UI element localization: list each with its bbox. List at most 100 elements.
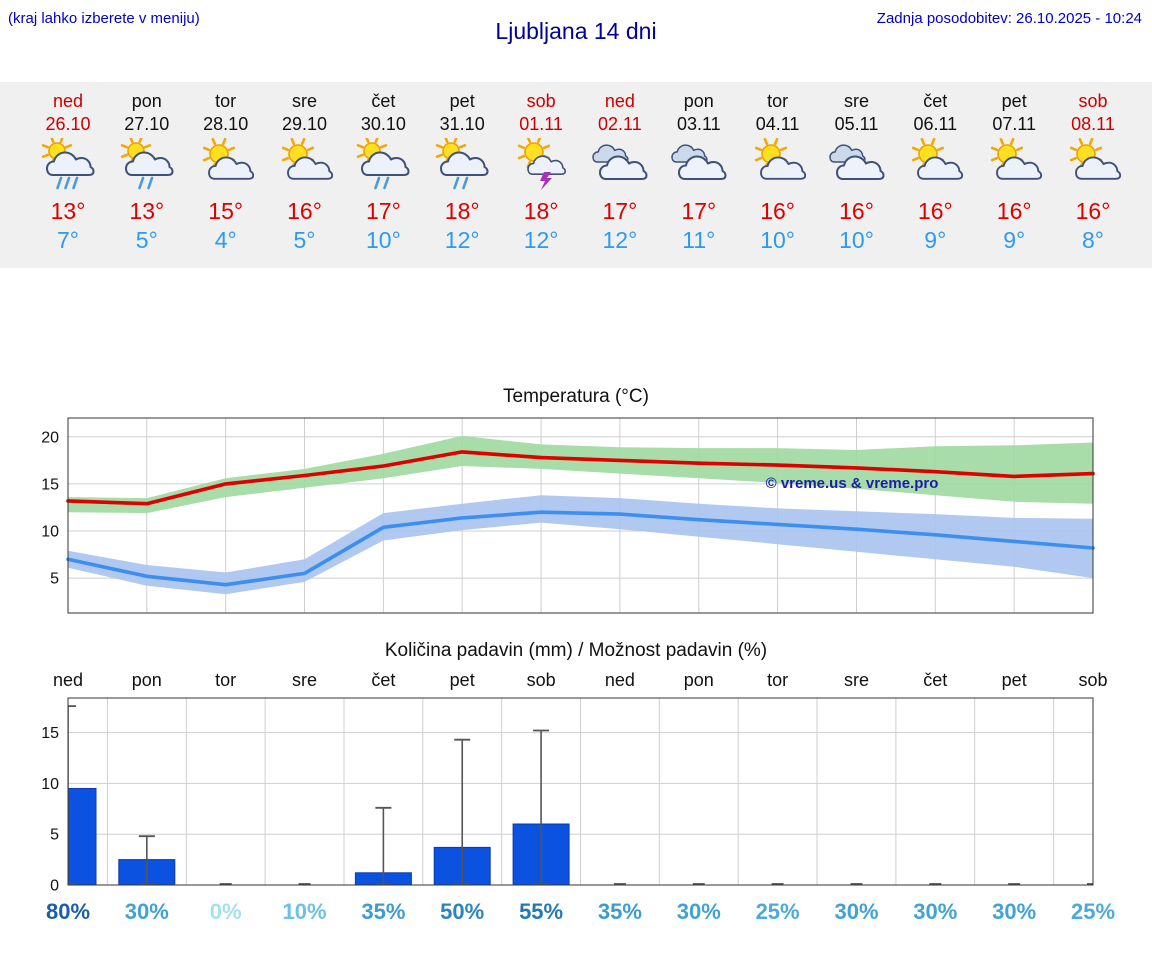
day-name: pet bbox=[1001, 91, 1027, 111]
forecast-day-column: pon 03.11 17° 11° bbox=[659, 90, 739, 255]
forecast-day-column: pet 31.10 18° 12° bbox=[422, 90, 502, 255]
day-name: tor bbox=[215, 91, 237, 111]
day-min-temp: 10° bbox=[760, 227, 795, 253]
svg-text:5: 5 bbox=[50, 827, 59, 844]
precip-probability-row: 80% 30% 0% 10% 35% 50% 55% 35% 30% 25% 30% 30% 30% 25… bbox=[0, 897, 1152, 933]
day-max-temp: 15° bbox=[208, 198, 244, 224]
precip-day-label: tor bbox=[215, 670, 237, 690]
day-name: pon bbox=[683, 91, 714, 111]
day-name: sre bbox=[291, 91, 317, 111]
page-title: Ljubljana 14 dni bbox=[495, 18, 657, 44]
day-date: 02.11 bbox=[598, 114, 642, 134]
sun-cloud-icon bbox=[895, 137, 975, 194]
watermark-link[interactable]: © vreme.us & vreme.pro bbox=[766, 475, 939, 492]
day-min-temp: 9° bbox=[1003, 227, 1026, 253]
day-max-temp: 16° bbox=[760, 198, 795, 224]
forecast-strip: ned 26.10 13° 7° pon 27.10 13° 5° tor 28.10 15° 4° s… bbox=[0, 82, 1152, 268]
day-name: ned bbox=[52, 91, 84, 111]
forecast-day-column: čet 30.10 17° 10° bbox=[343, 90, 423, 255]
day-min-temp: 5° bbox=[293, 227, 316, 253]
day-min-temp: 10° bbox=[839, 227, 874, 253]
precip-day-label: pet bbox=[1001, 670, 1027, 690]
day-date: 07.11 bbox=[992, 114, 1037, 134]
day-name: sob bbox=[1078, 91, 1108, 111]
precip-day-label: ned bbox=[604, 670, 635, 690]
sun-cloud-icon bbox=[186, 137, 266, 194]
precip-probability: 25% bbox=[1070, 899, 1116, 924]
sun-storm-icon bbox=[501, 135, 581, 194]
cloudy-icon bbox=[817, 138, 897, 194]
precip-day-label: sob bbox=[526, 670, 556, 690]
day-min-temp: 10° bbox=[366, 227, 401, 253]
day-min-temp: 9° bbox=[924, 227, 947, 253]
svg-text:5: 5 bbox=[50, 571, 59, 588]
day-max-temp: 17° bbox=[602, 198, 638, 224]
svg-text:10: 10 bbox=[41, 524, 59, 541]
precip-y-axis-labels: 0 5 10 15 bbox=[41, 725, 59, 894]
precip-probability: 30% bbox=[992, 899, 1037, 924]
day-name: čet bbox=[923, 91, 948, 111]
day-name: sre bbox=[843, 91, 869, 111]
forecast-day-column: pet 07.11 16° 9° bbox=[974, 90, 1054, 255]
forecast-day-column: čet 06.11 16° 9° bbox=[895, 90, 975, 255]
day-max-temp: 18° bbox=[523, 198, 559, 224]
page-header: (kraj lahko izberete v meniju) Ljubljana… bbox=[0, 0, 1152, 56]
precip-day-label: sob bbox=[1078, 670, 1108, 690]
day-date: 27.10 bbox=[124, 114, 170, 134]
forecast-day-column: tor 28.10 15° 4° bbox=[186, 90, 266, 255]
min-temp-line bbox=[66, 510, 1095, 587]
sun-cloud-icon bbox=[1053, 137, 1133, 194]
precip-day-labels: ned pon tor sre čet pet sob ned pon tor sre čet pet s… bbox=[0, 668, 1152, 695]
precip-day-label: čet bbox=[371, 670, 396, 690]
day-date: 04.11 bbox=[755, 114, 800, 134]
day-max-temp: 16° bbox=[917, 198, 953, 224]
precipitation-chart-section: Količina padavin (mm) / Možnost padavin … bbox=[0, 640, 1152, 933]
precip-day-label: pet bbox=[449, 670, 475, 690]
forecast-day-column: sre 05.11 16° 10° bbox=[817, 90, 897, 255]
day-max-temp: 16° bbox=[996, 198, 1032, 224]
day-date: 01.11 bbox=[519, 114, 563, 134]
precip-day-label: ned bbox=[52, 670, 84, 690]
day-max-temp: 16° bbox=[1075, 198, 1111, 224]
last-update-text: Zadnja posodobitev: 26.10.2025 - 10:24 bbox=[876, 10, 1142, 27]
forecast-day-column: ned 02.11 17° 12° bbox=[580, 90, 660, 255]
precip-bars bbox=[68, 788, 570, 885]
precip-day-label: čet bbox=[923, 670, 948, 690]
day-min-temp: 11° bbox=[682, 227, 716, 253]
day-min-temp: 12° bbox=[523, 227, 559, 253]
precip-probability: 30% bbox=[834, 899, 879, 924]
temp-plot-border bbox=[67, 417, 1094, 614]
cloudy-icon bbox=[659, 138, 739, 194]
day-name: sob bbox=[526, 91, 556, 111]
min-temp-range-band bbox=[68, 495, 1093, 595]
precip-day-label: sre bbox=[291, 670, 317, 690]
precip-probability: 0% bbox=[209, 899, 242, 924]
temperature-chart-title: Temperatura (°C) bbox=[503, 386, 649, 407]
day-name: pet bbox=[449, 91, 475, 111]
day-date: 03.11 bbox=[676, 114, 721, 134]
day-max-temp: 18° bbox=[444, 198, 480, 224]
temperature-chart-svg: 5 10 15 20 © vreme.us & vreme.pro bbox=[41, 417, 1095, 614]
precip-probability: 30% bbox=[913, 899, 958, 924]
forecast-day-column: tor 04.11 16° 10° bbox=[738, 90, 818, 255]
sun-cloud-icon bbox=[974, 137, 1054, 194]
day-name: ned bbox=[604, 91, 635, 111]
forecast-day-column: sob 01.11 18° 12° bbox=[501, 90, 581, 255]
precip-day-label: sre bbox=[843, 670, 869, 690]
precip-day-label: pon bbox=[683, 670, 714, 690]
forecast-day-column: sob 08.11 16° 8° bbox=[1053, 90, 1133, 255]
svg-text:15: 15 bbox=[41, 725, 59, 742]
day-name: čet bbox=[371, 91, 396, 111]
precip-probability: 35% bbox=[597, 899, 642, 924]
forecast-day-column: ned 26.10 13° 7° bbox=[28, 90, 108, 255]
sun-cloud-showers-icon bbox=[343, 135, 423, 194]
precip-plot-border bbox=[67, 697, 1094, 886]
temp-y-axis-labels: 5 10 15 20 bbox=[41, 429, 59, 587]
day-min-temp: 4° bbox=[214, 227, 237, 253]
sun-cloud-icon bbox=[738, 137, 818, 194]
precipitation-chart-title: Količina padavin (mm) / Možnost padavin … bbox=[384, 640, 768, 661]
sun-cloud-icon bbox=[265, 137, 345, 194]
precip-probability: 80% bbox=[45, 899, 91, 924]
day-date: 28.10 bbox=[203, 114, 249, 134]
precipitation-chart-svg: 0 5 10 15 bbox=[41, 697, 1094, 895]
